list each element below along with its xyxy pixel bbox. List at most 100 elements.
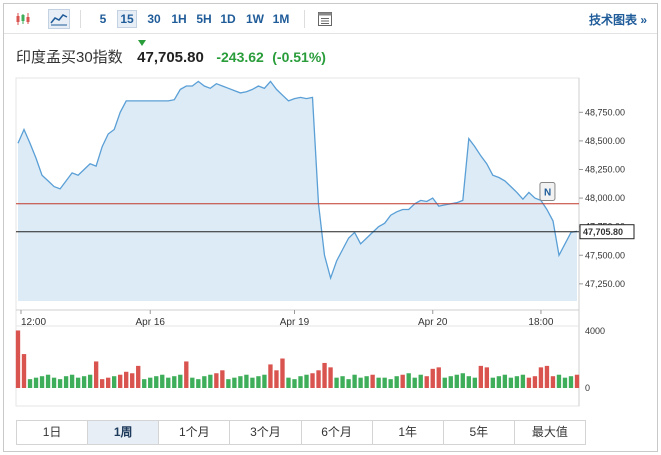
volume-bar [556,374,562,388]
volume-bar [424,376,429,388]
volume-tick-label: 4000 [585,326,605,336]
volume-bar [400,374,405,388]
volume-bar [190,377,195,388]
volume-bar [136,365,141,388]
volume-bar [292,379,297,388]
volume-tick-label: 0 [585,383,590,393]
volume-bar [304,374,309,388]
volume-bar [484,367,490,388]
table-icon[interactable] [314,9,336,29]
x-tick-label: 18:00 [528,317,553,328]
volume-bar [130,373,135,388]
volume-bar [544,365,550,388]
timeframe-1w[interactable]: 1W [246,12,264,26]
volume-bar [496,376,502,388]
price-change: -243.62 [216,49,264,65]
volume-bar [99,379,105,388]
volume-bar [460,373,465,388]
price-line[interactable] [17,80,578,281]
x-tick-label: Apr 16 [136,317,166,328]
volume-bar [526,377,532,388]
volume-bar [448,376,453,388]
volume-bar [280,358,285,388]
volume-bar [226,379,231,388]
volume-bar [358,377,363,388]
timeframe-30[interactable]: 30 [147,12,161,26]
volume-bar [202,376,207,388]
down-arrow-icon [138,40,146,46]
timeframe-5[interactable]: 5 [99,12,107,26]
volume-bar [562,377,568,388]
technical-chart-link[interactable]: 技术图表 » [588,13,647,27]
news-marker[interactable] [539,182,556,202]
candlestick-icon[interactable] [12,9,34,29]
timeframe-1h[interactable]: 1H [171,12,187,26]
price-chart[interactable]: 47,250.0047,500.0047,750.0048,000.0048,2… [4,4,657,414]
range-option-5[interactable]: 1年 [372,421,444,444]
volume-bar [262,374,267,388]
timeframe-15[interactable]: 15 [117,10,137,28]
volume-bar [57,379,63,388]
volume-bar [268,364,273,388]
volume-bar [118,374,123,388]
volume-bar [286,377,291,388]
x-tick-label: Apr 20 [418,317,448,328]
range-option-6[interactable]: 5年 [443,421,515,444]
volume-bar [412,377,417,388]
toolbar-divider [80,10,81,28]
y-tick-label: 48,000.00 [585,193,625,203]
volume-bar [568,376,574,388]
area-chart-icon[interactable] [48,9,70,29]
last-price: 47,705.80 [137,49,204,66]
volume-bar [178,374,183,388]
volume-bar [111,376,117,388]
range-option-0[interactable]: 1日 [17,421,89,444]
volume-bar [45,374,51,388]
volume-bar [514,376,520,388]
volume-bar [15,330,21,388]
volume-bar [148,377,153,388]
volume-bar [154,376,159,388]
range-option-7[interactable]: 最大值 [514,421,585,444]
volume-bar [160,374,165,388]
volume-bar [21,354,27,388]
volume-bar [550,376,556,388]
volume-bar [388,379,393,388]
volume-bar [532,376,538,388]
chart-widget: 5 15 30 1H 5H 1D 1W 1M 技术图表 » 印度孟买30指数 47,705.8… [3,3,658,452]
volume-bar [328,367,333,388]
volume-bar [406,373,411,388]
volume-bar [166,377,171,388]
volume-bar [310,373,315,388]
y-tick-label: 48,500.00 [585,136,625,146]
toolbar-divider [304,10,305,28]
timeframe-5h[interactable]: 5H [196,12,212,26]
timeframe-1m[interactable]: 1M [272,12,290,26]
volume-bar [232,377,237,388]
volume-bar [69,374,75,388]
timeframe-1d[interactable]: 1D [220,12,236,26]
volume-bar [81,376,87,388]
volume-bar [472,377,477,388]
range-option-1[interactable]: 1周 [88,421,160,444]
price-area [18,81,577,302]
volume-bar [51,377,57,388]
volume-bar [574,374,580,388]
volume-bar [142,379,147,388]
instrument-name: 印度孟买30指数 [16,49,123,66]
volume-bar [502,374,508,388]
volume-bar [244,374,249,388]
volume-bar [93,361,99,388]
news-marker-label: N [544,188,551,199]
volume-bar [316,370,321,388]
range-option-3[interactable]: 3个月 [230,421,302,444]
range-option-4[interactable]: 6个月 [301,421,373,444]
range-option-2[interactable]: 1个月 [159,421,231,444]
volume-bar [478,365,484,388]
volume-bar [352,374,357,388]
volume-bar [394,376,399,388]
volume-bar [105,377,111,388]
price-change-percent: (-0.51%) [272,49,326,65]
volume-bar [87,374,93,388]
x-tick-label: 12:00 [21,317,46,328]
